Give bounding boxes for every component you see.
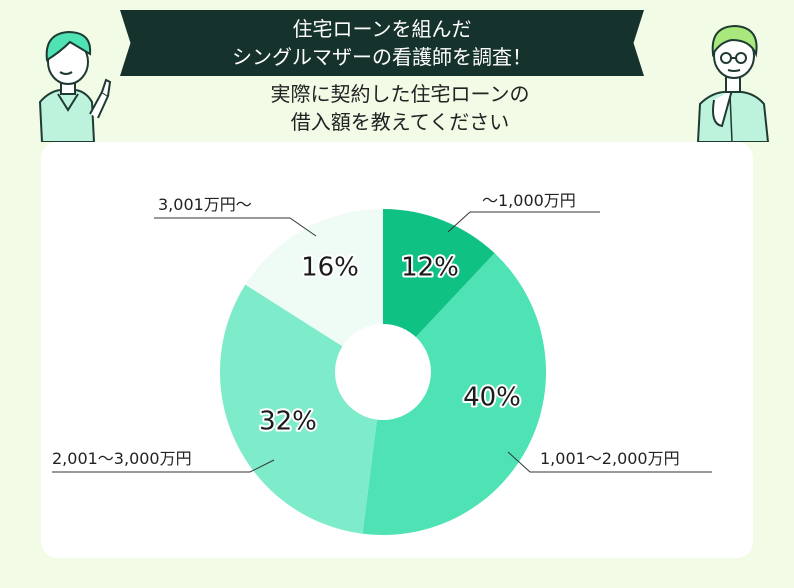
leader-line-upto-1000 [447,211,600,233]
category-label-upto-1000: 〜1,000万円 [482,191,576,210]
pie-slice-1001-2000 [362,253,546,536]
leader-line-over-3001 [154,217,317,237]
donut-hole [335,324,431,420]
category-label-2001-3000: 2,001〜3,000万円 [52,449,192,468]
category-label-over-3001: 3,001万円〜 [158,195,252,214]
slice-value-label-upto-1000: 12% [401,253,459,283]
pie-slice-upto-1000 [383,209,495,372]
survey-question: 実際に契約した住宅ローンの 借入額を教えてください [200,80,600,136]
leader-line-1001-2000 [507,451,712,473]
question-line-1: 実際に契約した住宅ローンの [270,82,530,106]
slice-value-label-2001-3000: 32% [259,407,317,437]
category-label-1001-2000: 1,001〜2,000万円 [540,449,680,468]
slice-value-label-over-3001: 16% [301,253,359,283]
question-line-2: 借入額を教えてください [290,110,510,134]
banner-title-line-2: シングルマザーの看護師を調査！ [232,45,532,69]
pie-slice-over-3001 [245,209,383,372]
leader-line-2001-3000 [52,459,275,473]
person-thinking-illustration-icon [696,24,770,142]
banner-title-line-1: 住宅ローンを組んだ [292,17,472,41]
slice-value-label-1001-2000: 40% [463,383,521,413]
nurse-pointing-illustration-icon [38,30,112,142]
title-banner: 住宅ローンを組んだ シングルマザーの看護師を調査！ [120,10,644,76]
